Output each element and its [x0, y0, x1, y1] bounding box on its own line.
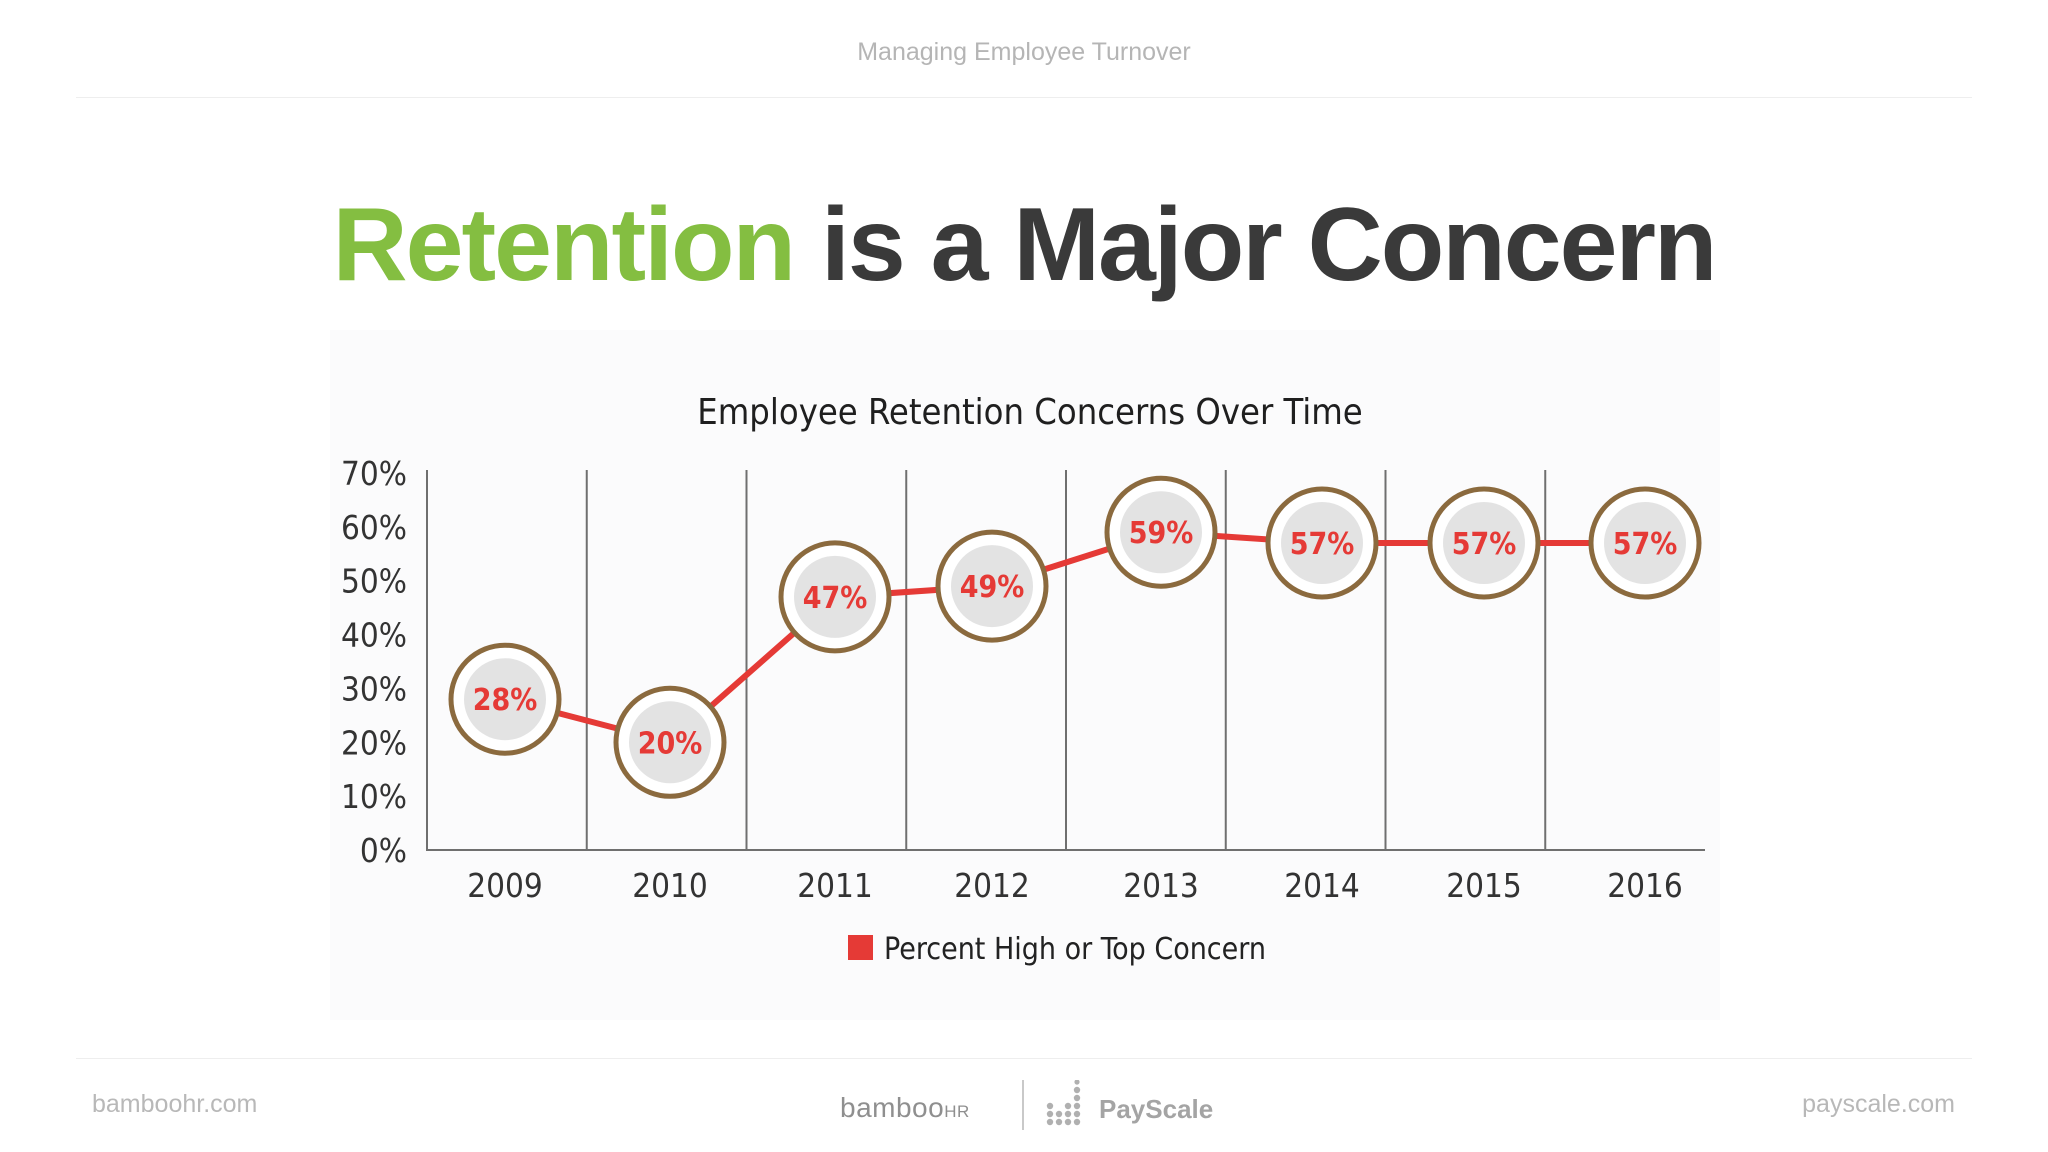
footer-divider	[76, 1058, 1972, 1059]
y-tick-label: 70%	[341, 454, 407, 493]
footer-bamboohr-link[interactable]: bamboohr.com	[92, 1090, 258, 1118]
bamboohr-logo-text: bamboo	[840, 1092, 945, 1123]
chart-panel	[330, 330, 1720, 1020]
y-tick-label: 30%	[341, 669, 407, 708]
x-tick-label: 2012	[954, 866, 1030, 905]
bamboohr-logo-suffix: HR	[944, 1102, 970, 1121]
payscale-dots-icon	[1046, 1080, 1081, 1126]
legend-label: Percent High or Top Concern	[884, 932, 1266, 967]
data-label: 59%	[1129, 516, 1194, 551]
title-accent: Retention	[332, 187, 797, 303]
data-label: 20%	[638, 726, 703, 761]
data-label: 57%	[1290, 527, 1355, 562]
legend-swatch	[848, 935, 873, 960]
logo-divider	[1022, 1080, 1024, 1130]
x-tick-label: 2013	[1123, 866, 1199, 905]
y-tick-label: 10%	[341, 777, 407, 816]
data-label: 49%	[960, 570, 1025, 605]
data-label: 47%	[803, 581, 868, 616]
header-divider	[76, 97, 1972, 98]
y-tick-label: 0%	[360, 831, 407, 870]
data-point-marker-inner	[794, 555, 876, 638]
data-label: 57%	[1613, 527, 1678, 562]
y-tick-label: 50%	[341, 562, 407, 601]
payscale-logo-text: PayScale	[1099, 1094, 1214, 1124]
data-label: 57%	[1452, 527, 1517, 562]
data-point-marker-inner	[629, 701, 711, 784]
y-tick-label: 60%	[341, 508, 407, 547]
data-point-marker-inner	[1281, 502, 1363, 585]
y-tick-label: 20%	[341, 723, 407, 762]
bamboohr-logo: bambooHR	[840, 1092, 970, 1124]
slide-title: Retention is a Major Concern	[0, 185, 2048, 305]
data-point-marker-inner	[951, 545, 1033, 628]
data-label: 28%	[473, 683, 538, 718]
chart-title: Employee Retention Concerns Over Time	[697, 392, 1362, 433]
slide-header: Managing Employee Turnover	[857, 38, 1191, 66]
x-tick-label: 2011	[797, 866, 873, 905]
x-tick-label: 2009	[467, 866, 543, 905]
y-tick-label: 40%	[341, 616, 407, 655]
x-tick-label: 2010	[632, 866, 708, 905]
x-tick-label: 2015	[1446, 866, 1522, 905]
title-rest: is a Major Concern	[794, 187, 1717, 303]
data-point-marker-inner	[1120, 491, 1202, 574]
data-point-marker-inner	[1604, 502, 1686, 585]
x-tick-label: 2016	[1607, 866, 1683, 905]
x-tick-label: 2014	[1284, 866, 1360, 905]
footer-payscale-link[interactable]: payscale.com	[1802, 1090, 1955, 1118]
data-point-marker-inner	[464, 658, 546, 741]
data-point-marker-inner	[1443, 502, 1525, 585]
